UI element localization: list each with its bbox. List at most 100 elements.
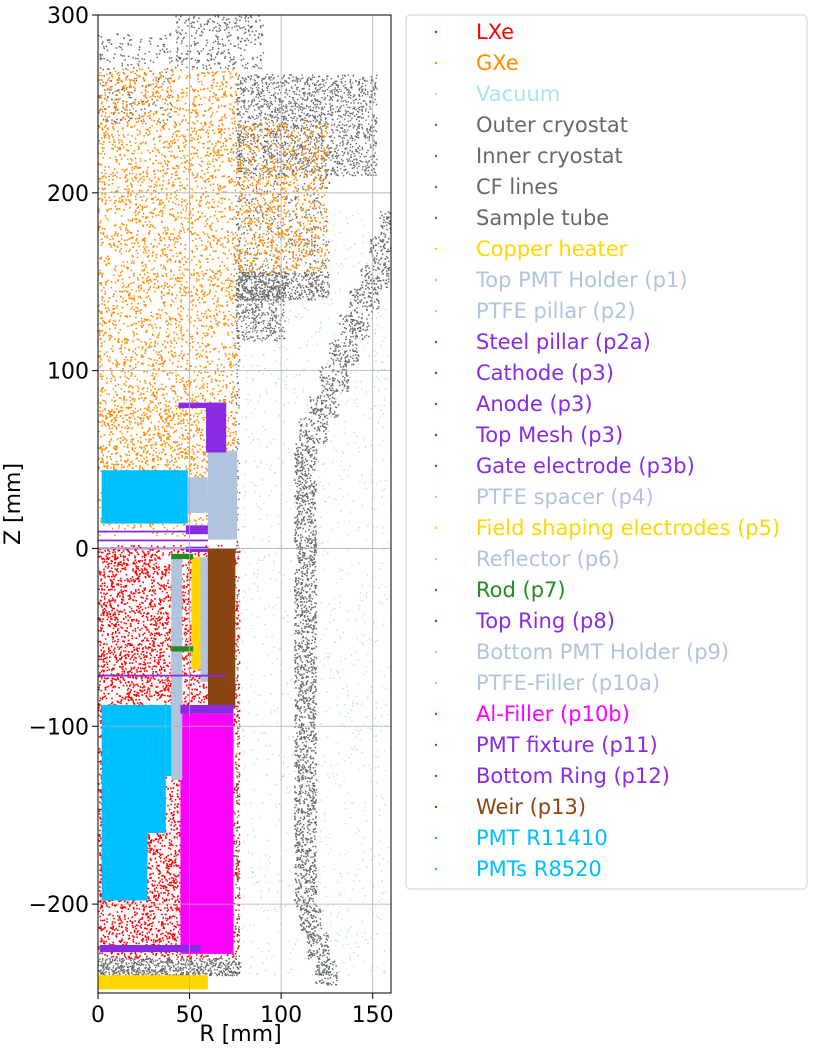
point-cloud (339, 314, 370, 341)
point-cloud (235, 121, 329, 275)
legend-marker (434, 278, 438, 282)
block-ptfe-filler-p10a- (171, 704, 183, 780)
point-cloud (294, 674, 317, 702)
legend-label: Gate electrode (p3b) (476, 454, 695, 478)
point-cloud (98, 68, 237, 479)
region-outer-cryostat (294, 597, 318, 625)
y-tick-label: 100 (47, 360, 89, 385)
point-cloud (294, 700, 318, 728)
point-cloud (237, 73, 378, 177)
region-outer-cryostat (294, 571, 318, 599)
legend-marker (434, 464, 438, 468)
legend-label: Top Mesh (p3) (475, 423, 623, 447)
legend-label: PMTs R8520 (476, 857, 602, 881)
plot-area (98, 15, 391, 993)
point-cloud (294, 494, 317, 522)
region-gxe (98, 406, 237, 538)
block-top-ring-p8- (98, 674, 227, 677)
region-gxe (98, 68, 237, 479)
region-outer-cryostat (339, 314, 370, 341)
point-cloud (294, 881, 318, 909)
region-outer-cryostat (315, 958, 338, 986)
point-cloud (235, 78, 241, 968)
legend-label: Vacuum (476, 82, 560, 106)
block-pmt-r11410 (101, 704, 148, 901)
point-cloud (237, 175, 331, 301)
legend-label: Reflector (p6) (476, 547, 620, 571)
block-copper-heater (98, 975, 208, 990)
y-tick-label: 200 (47, 182, 89, 207)
region-cf-lines (175, 15, 265, 70)
legend-label: Field shaping electrodes (p5) (476, 516, 780, 540)
point-cloud (98, 957, 242, 977)
region-outer-cryostat (294, 700, 318, 728)
region-inner-cryostat (237, 73, 378, 177)
region-outer-cryostat (349, 288, 380, 315)
region-outer-cryostat (306, 932, 330, 960)
region-outer-cryostat (360, 262, 390, 290)
region-outer-cryostat (293, 442, 318, 470)
block-pmts-r8520 (101, 470, 188, 524)
legend-label: Top Ring (p8) (475, 609, 615, 633)
legend-label: Bottom Ring (p12) (476, 764, 670, 788)
region-inner-cryostat (237, 175, 331, 301)
block-pmt-r11410 (147, 704, 166, 833)
legend-marker (434, 247, 438, 251)
region-vacuum (240, 211, 389, 976)
legend-label: Top PMT Holder (p1) (475, 268, 688, 292)
region-cf-lines (98, 32, 173, 124)
point-cloud (315, 958, 338, 986)
region-outer-cryostat (294, 777, 318, 805)
region-sample-tube (235, 78, 241, 968)
y-tick-label: 0 (75, 537, 89, 562)
legend-label: Copper heater (476, 237, 628, 261)
legend-label: Rod (p7) (476, 578, 566, 602)
region-outer-cryostat (329, 339, 360, 367)
x-axis-title: R [mm] (199, 1022, 281, 1047)
legend-marker (434, 309, 438, 313)
point-cloud (294, 803, 318, 831)
region-outer-cryostat (379, 211, 391, 238)
legend-label: PMT R11410 (476, 826, 608, 850)
point-cloud (379, 211, 391, 238)
point-cloud (294, 520, 318, 548)
point-cloud (360, 262, 390, 290)
region-outer-cryostat (295, 546, 317, 573)
region-outer-cryostat (294, 468, 318, 496)
legend-marker (434, 340, 438, 344)
point-cloud (175, 15, 265, 70)
point-cloud (294, 468, 318, 496)
point-cloud (369, 236, 391, 264)
region-outer-cryostat (294, 803, 318, 831)
legend-marker (434, 216, 438, 220)
legend-marker (434, 681, 438, 685)
point-cloud (298, 417, 329, 444)
region-outer-cryostat (369, 236, 391, 264)
block-rod-p7- (171, 553, 194, 560)
axes: 0 50 100 150 −200 −100 0 100 200 300 R [mm] Z [mm] (1, 4, 394, 1047)
legend-marker (434, 92, 438, 96)
region-inner-cryostat (98, 957, 242, 977)
region-outer-cryostat (294, 881, 318, 909)
legend-label: PMT fixture (p11) (476, 733, 658, 757)
region-inner-cryostat (235, 271, 287, 342)
x-tick-label: 150 (352, 1003, 394, 1028)
x-tick-label: 0 (91, 1003, 105, 1028)
x-tick-label: 100 (260, 1003, 302, 1028)
y-tick-label: 300 (47, 4, 89, 29)
plot-frame (97, 14, 392, 994)
legend-marker (434, 712, 438, 716)
region-gxe (235, 121, 329, 275)
y-tick-label: −200 (29, 893, 89, 918)
block-pmt-r11410 (165, 704, 175, 777)
region-outer-cryostat (309, 391, 340, 419)
region-outer-cryostat (294, 752, 318, 780)
point-cloud (309, 391, 340, 419)
block-al-filler-p10b- (180, 713, 234, 954)
region-inner-cryostat (235, 271, 331, 301)
block-steel-pillar-p2a- (178, 402, 227, 408)
block-ptfe-pillar-p2- (171, 557, 183, 773)
point-cloud (240, 211, 389, 976)
region-outer-cryostat (294, 855, 318, 882)
